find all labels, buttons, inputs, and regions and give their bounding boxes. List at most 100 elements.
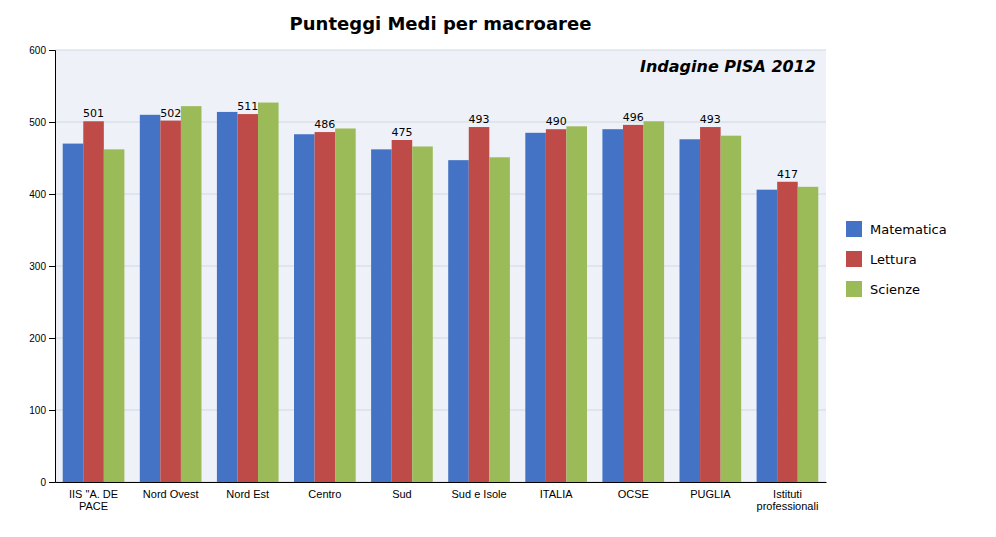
legend-label: Lettura: [870, 252, 917, 267]
data-label: 493: [700, 113, 721, 126]
legend-item: Scienze: [846, 281, 920, 297]
x-tick-label-line: PACE: [79, 500, 108, 512]
legend-label: Matematica: [870, 222, 947, 237]
x-tick: ITALIA: [540, 488, 573, 500]
y-tick: 0: [40, 477, 55, 488]
legend-item: Lettura: [846, 251, 917, 267]
x-tick: Nord Est: [226, 488, 269, 500]
y-tick-mark: [49, 266, 55, 267]
x-axis-line: [56, 482, 827, 483]
bar: [335, 128, 356, 482]
x-tick-label-line: Nord Ovest: [143, 488, 199, 500]
bar: [83, 121, 104, 482]
bar: [757, 190, 778, 482]
y-tick: 600: [29, 45, 55, 56]
x-tick-label-line: OCSE: [618, 488, 649, 500]
y-tick-mark: [49, 194, 55, 195]
legend-swatch: [846, 251, 862, 267]
title: Punteggi Medi per macroaree: [290, 13, 592, 34]
bar: [700, 127, 721, 482]
x-tick: Centro: [308, 488, 341, 500]
bar: [777, 182, 798, 482]
x-axis: IIS "A. DEPACE Nord Ovest Nord Est Centro Su…: [56, 483, 827, 513]
x-tick-label: IIS "A. DEPACE: [69, 488, 118, 513]
x-tick: Nord Ovest: [143, 488, 199, 500]
x-tick-label: OCSE: [618, 488, 649, 500]
series: [63, 112, 777, 482]
x-tick: Sud: [392, 488, 412, 500]
legend-swatch: [846, 221, 862, 237]
bar: [63, 144, 84, 482]
x-tick: OCSE: [618, 488, 649, 500]
x-tick: Sud e Isole: [452, 488, 507, 500]
bar: [566, 126, 587, 482]
bars: [63, 103, 819, 482]
y-tick-mark: [49, 50, 55, 51]
x-tick-label: ITALIA: [540, 488, 573, 500]
plot-background: [55, 50, 826, 482]
bar: [181, 106, 202, 482]
x-tick-label-line: ITALIA: [540, 488, 573, 500]
y-tick-mark: [49, 410, 55, 411]
bar: [217, 112, 238, 482]
grid-line: [55, 50, 826, 51]
plot: 5015025114864754934904964934170100200300…: [29, 45, 826, 513]
x-tick-label-line: Sud: [392, 488, 412, 500]
bar: [602, 129, 623, 482]
bar: [644, 121, 665, 482]
x-tick-label: Sud e Isole: [452, 488, 507, 500]
y-tick-label: 200: [29, 333, 46, 344]
x-tick-label-line: Sud e Isole: [452, 488, 507, 500]
data-label: 502: [160, 107, 181, 120]
series: [104, 103, 818, 482]
bar: [546, 129, 567, 482]
bar: [798, 187, 819, 482]
bar: [469, 127, 490, 482]
bar: [525, 133, 546, 482]
bar: [315, 132, 336, 482]
y-tick-label: 300: [29, 261, 46, 272]
data-label: 417: [777, 168, 798, 181]
data-labels: 501502511486475493490496493417: [83, 100, 798, 181]
y-tick: 200: [29, 333, 55, 344]
y-tick-mark: [49, 482, 55, 483]
x-tick-label: Centro: [308, 488, 341, 500]
x-tick-label-line: professionali: [757, 500, 819, 512]
y-tick-mark: [49, 338, 55, 339]
y-tick-label: 600: [29, 45, 46, 56]
x-tick: Istitutiprofessionali: [757, 488, 819, 513]
bar: [489, 157, 510, 482]
data-label: 475: [391, 126, 412, 139]
x-tick-label: Nord Ovest: [143, 488, 199, 500]
bar: [721, 136, 742, 482]
data-label: 496: [623, 111, 644, 124]
x-tick-label-line: PUGLIA: [690, 488, 731, 500]
y-tick-label: 500: [29, 117, 46, 128]
x-tick-label: Sud: [392, 488, 412, 500]
y-tick-label: 400: [29, 189, 46, 200]
x-tick-label-line: Istituti: [773, 488, 802, 500]
y-tick-label: 0: [40, 477, 46, 488]
y-tick-mark: [49, 122, 55, 123]
y-axis-line: [49, 51, 56, 483]
data-label: 493: [469, 113, 490, 126]
bar: [371, 149, 392, 482]
chart: 5015025114864754934904964934170100200300…: [0, 0, 996, 537]
subtitle: Indagine PISA 2012: [640, 57, 816, 76]
bar: [623, 125, 644, 482]
data-label: 501: [83, 107, 104, 120]
bar: [237, 114, 258, 482]
x-tick-label-line: Centro: [308, 488, 341, 500]
y-tick: 300: [29, 261, 55, 272]
x-tick-label-line: Nord Est: [226, 488, 269, 500]
bar: [258, 103, 279, 482]
data-label: 511: [237, 100, 258, 113]
x-tick-label: PUGLIA: [690, 488, 731, 500]
bar: [294, 134, 315, 482]
y-tick-label: 100: [29, 405, 46, 416]
legend-item: Matematica: [846, 221, 947, 237]
bar: [160, 121, 181, 482]
y-axis: 0 100 200 300 400 500 600: [29, 45, 55, 488]
bar: [140, 115, 161, 482]
bar: [392, 140, 413, 482]
